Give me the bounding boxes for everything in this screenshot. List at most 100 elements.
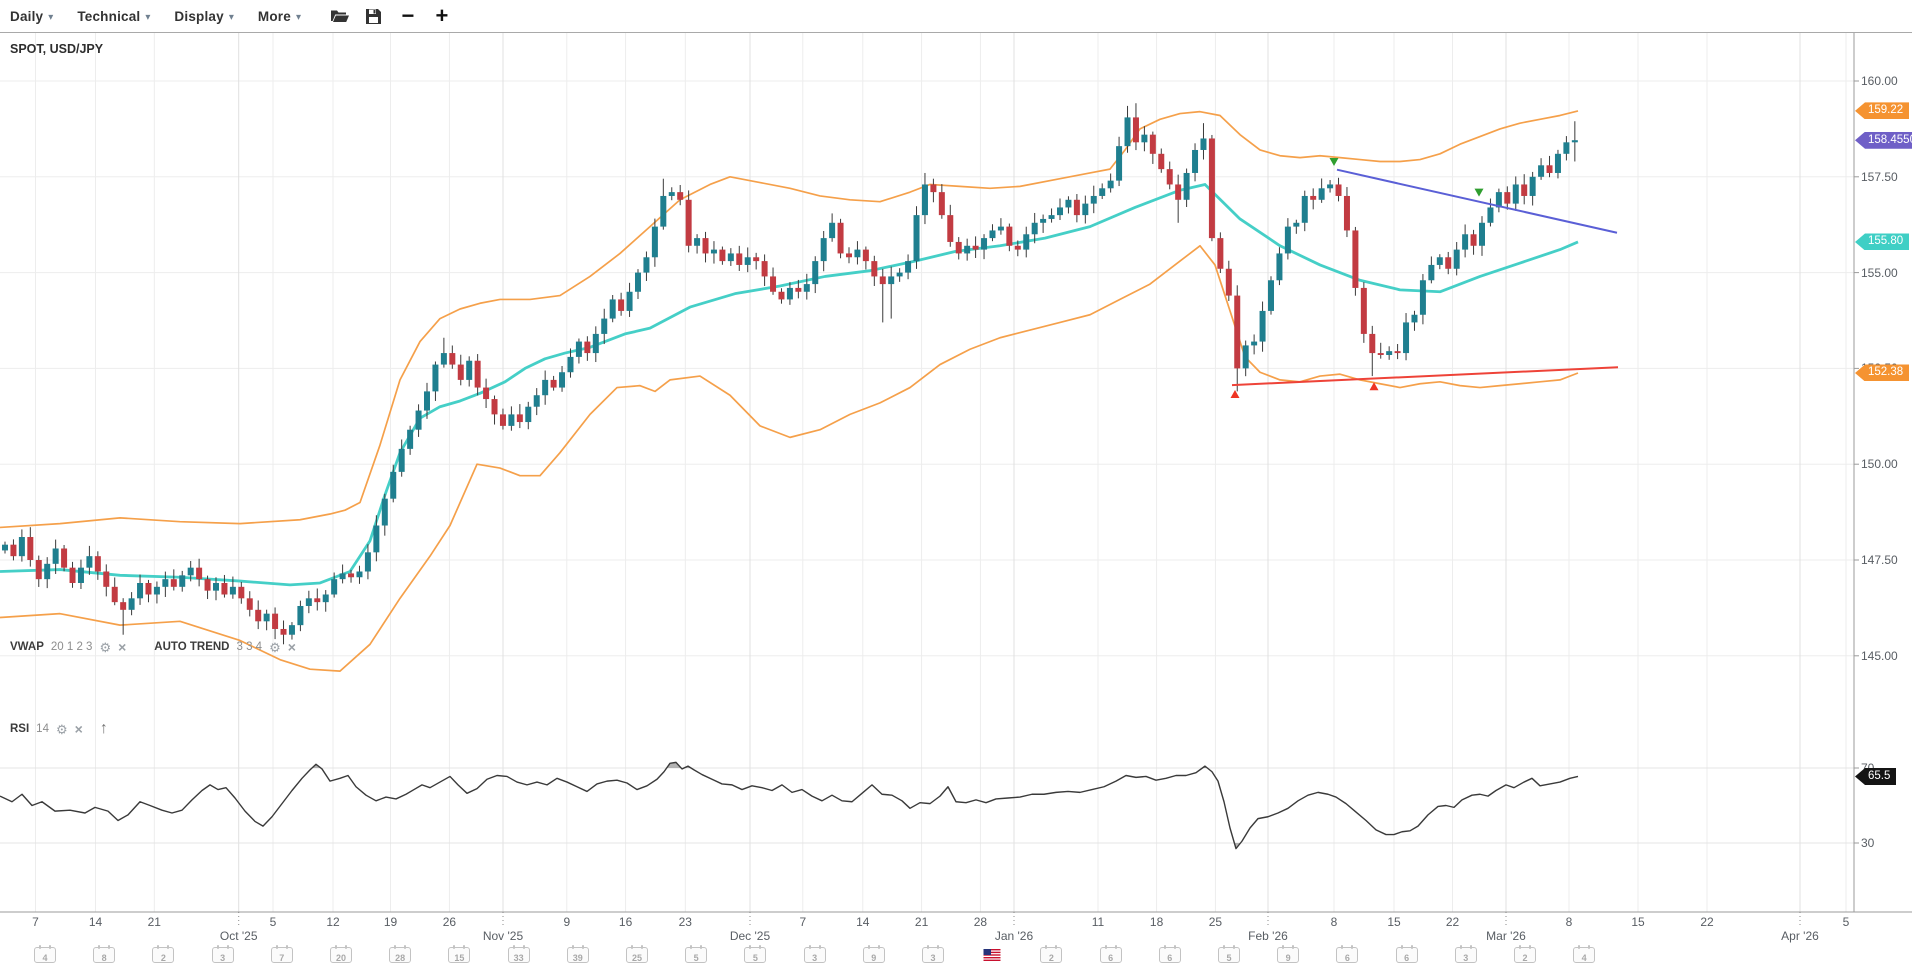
- date-week-label: 21: [914, 915, 929, 929]
- timeframe-menu-label: Daily: [10, 8, 44, 24]
- date-week-label: 11: [1091, 915, 1105, 929]
- price-axis-label: 157.50: [1861, 169, 1898, 184]
- date-week-label: 18: [1149, 915, 1164, 929]
- date-month-label: Feb '26: [1248, 929, 1288, 943]
- event-count-badge[interactable]: 9: [862, 945, 885, 963]
- date-week-label: 7: [32, 915, 39, 929]
- date-week-label: 12: [326, 915, 340, 929]
- date-week-label: 16: [618, 915, 633, 929]
- event-count-badge[interactable]: 33: [507, 945, 530, 963]
- event-count-badge[interactable]: 4: [1573, 945, 1596, 963]
- chevron-down-icon: ▾: [48, 11, 54, 23]
- display-menu[interactable]: Display ▾: [164, 0, 247, 32]
- chevron-down-icon: ▾: [228, 11, 234, 23]
- event-count-badge[interactable]: 6: [1099, 945, 1122, 963]
- rsi-remove-icon[interactable]: ×: [74, 721, 83, 737]
- date-week-label: 19: [383, 915, 398, 929]
- price-axis-label: 147.50: [1861, 553, 1898, 567]
- toolbar: Daily ▾ Technical ▾ Display ▾ More ▾ − +: [0, 0, 1912, 33]
- date-week-label: 21: [147, 915, 161, 929]
- event-count-badge[interactable]: 6: [1336, 945, 1359, 963]
- event-count-badge[interactable]: 5: [1218, 945, 1240, 963]
- display-menu-label: Display: [174, 8, 224, 24]
- technical-menu[interactable]: Technical ▾: [67, 0, 164, 32]
- zoom-out-icon[interactable]: −: [401, 3, 415, 28]
- price-axis-label: 150.00: [1861, 457, 1898, 472]
- indicator-legend-row: VWAP 20 1 2 3 ⚙ × AUTO TREND 3 3 4 ⚙ ×: [10, 640, 296, 654]
- date-week-label: 15: [1387, 915, 1401, 929]
- rsi-move-up-icon[interactable]: ↑: [99, 720, 108, 737]
- rsi-legend-row: RSI 14 ⚙ × ↑: [10, 721, 108, 737]
- event-count-badge[interactable]: 28: [389, 945, 412, 963]
- vwap-label: VWAP: [10, 641, 44, 653]
- date-week-label: 8: [1330, 915, 1338, 929]
- event-count-badge[interactable]: 3: [1454, 945, 1477, 963]
- event-count-badge[interactable]: 15: [448, 945, 471, 963]
- price-badge: 158.4550: [1855, 131, 1912, 149]
- more-menu-label: More: [257, 8, 291, 24]
- timeframe-menu[interactable]: Daily ▾: [0, 0, 67, 32]
- date-week-label: 26: [442, 915, 457, 929]
- date-week-label: 25: [1208, 915, 1223, 929]
- vwap-remove-icon[interactable]: ×: [118, 639, 127, 655]
- date-week-label: 22: [1700, 915, 1714, 929]
- date-week-label: 28: [973, 915, 988, 929]
- vwap-params: 20 1 2 3: [50, 641, 93, 653]
- event-count-badge[interactable]: 6: [1395, 945, 1418, 963]
- date-week-label: 7: [799, 915, 807, 929]
- rsi-value-badge: 65.5: [1855, 767, 1897, 785]
- symbol-label: SPOT, USD/JPY: [10, 42, 104, 56]
- price-axis-label: 160.00: [1861, 74, 1898, 88]
- rsi-settings-gear-icon[interactable]: ⚙: [55, 721, 68, 737]
- event-count-badge[interactable]: 4: [34, 945, 56, 963]
- date-week-label: 14: [856, 915, 870, 929]
- price-badge: 155.80: [1855, 233, 1910, 251]
- event-count-badge[interactable]: 3: [803, 945, 826, 963]
- more-menu[interactable]: More ▾: [248, 0, 315, 32]
- event-count-badge[interactable]: 2: [152, 945, 175, 963]
- date-week-label: 5: [269, 915, 277, 929]
- date-month-label: Apr '26: [1781, 929, 1819, 943]
- event-count-badge[interactable]: 6: [1158, 945, 1181, 963]
- autotrend-settings-gear-icon[interactable]: ⚙: [269, 639, 281, 655]
- event-count-badge[interactable]: 25: [626, 945, 648, 963]
- date-month-label: Nov '25: [482, 929, 524, 943]
- event-count-badge[interactable]: 3: [211, 945, 234, 963]
- technical-menu-label: Technical: [77, 8, 141, 24]
- vwap-settings-gear-icon[interactable]: ⚙: [99, 639, 112, 655]
- date-week-label: 9: [563, 915, 571, 929]
- chevron-down-icon: ▾: [145, 11, 151, 23]
- rsi-params: 14: [36, 723, 49, 735]
- price-axis-label: 155.00: [1861, 265, 1898, 280]
- date-month-label: Dec '25: [729, 929, 771, 943]
- date-week-label: 5: [1842, 915, 1850, 929]
- date-week-label: 22: [1445, 915, 1460, 929]
- open-folder-icon[interactable]: [323, 0, 357, 32]
- event-count-badge[interactable]: 9: [1277, 945, 1300, 963]
- event-count-badge[interactable]: 39: [566, 945, 589, 963]
- rsi-label: RSI: [10, 723, 30, 735]
- rsi-axis-label: 30: [1861, 836, 1875, 850]
- date-week-label: 23: [678, 915, 692, 929]
- zoom-in-icon[interactable]: +: [435, 3, 449, 28]
- event-count-badge[interactable]: 20: [330, 945, 352, 963]
- chevron-down-icon: ▾: [295, 11, 301, 23]
- save-icon[interactable]: [357, 0, 391, 32]
- autotrend-remove-icon[interactable]: ×: [287, 639, 296, 655]
- date-month-label: Jan '26: [994, 929, 1034, 943]
- event-count-badge[interactable]: 2: [1514, 945, 1536, 963]
- price-badge: 159.22: [1855, 102, 1910, 120]
- event-count-badge[interactable]: 7: [270, 945, 293, 963]
- autotrend-params: 3 3 4: [236, 641, 263, 653]
- event-count-badge[interactable]: 8: [93, 945, 116, 963]
- event-count-badge[interactable]: 5: [744, 945, 767, 963]
- event-count-badge[interactable]: 3: [922, 945, 944, 963]
- date-month-label: Mar '26: [1486, 929, 1526, 943]
- event-count-badge[interactable]: 2: [1040, 945, 1063, 963]
- price-axis-label: 145.00: [1861, 648, 1898, 663]
- event-count-badge[interactable]: 5: [685, 945, 708, 963]
- date-week-label: 14: [88, 915, 103, 929]
- us-flag-event-icon[interactable]: [983, 948, 1001, 966]
